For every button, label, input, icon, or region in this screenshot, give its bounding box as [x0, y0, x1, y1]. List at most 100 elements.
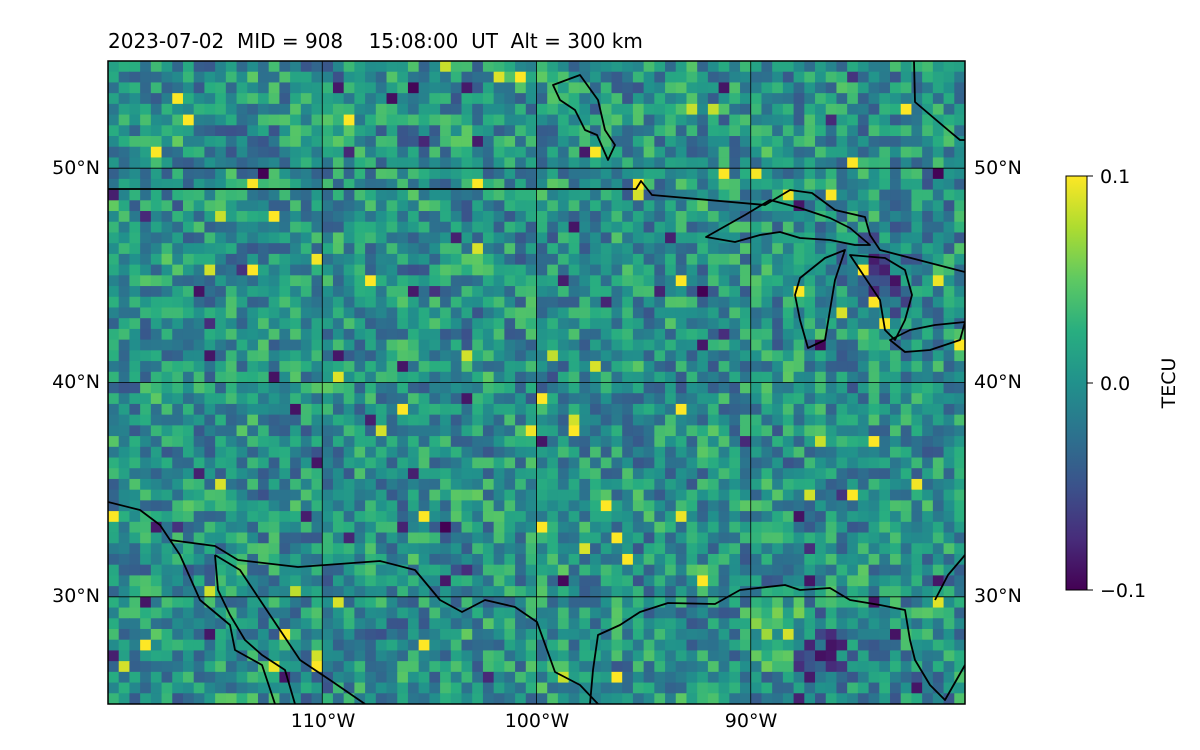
- heatmap-cell: [343, 189, 355, 201]
- heatmap-cell: [729, 564, 741, 576]
- heatmap-cell: [515, 211, 527, 223]
- heatmap-cell: [761, 307, 773, 319]
- heatmap-cell: [590, 661, 602, 673]
- heatmap-cell: [718, 114, 730, 126]
- heatmap-cell: [857, 189, 870, 201]
- heatmap-cell: [290, 661, 302, 673]
- heatmap-cell: [911, 189, 923, 201]
- heatmap-cell: [257, 328, 270, 341]
- heatmap-cell: [782, 200, 795, 212]
- heatmap-cell: [761, 361, 773, 373]
- heatmap-cell: [140, 500, 152, 512]
- heatmap-cell: [932, 618, 945, 630]
- heatmap-cell: [900, 500, 913, 512]
- heatmap-cell: [665, 71, 677, 84]
- heatmap-cell: [632, 71, 645, 84]
- heatmap-cell: [772, 103, 784, 116]
- heatmap-cell: [108, 146, 120, 159]
- heatmap-cell: [836, 521, 848, 534]
- heatmap-cell: [322, 318, 334, 330]
- heatmap-cell: [772, 339, 784, 351]
- heatmap-cell: [461, 575, 473, 587]
- heatmap-cell: [450, 71, 463, 84]
- heatmap-cell: [793, 543, 805, 555]
- heatmap-cell: [268, 532, 280, 544]
- heatmap-cell: [407, 307, 420, 319]
- heatmap-cell: [386, 425, 398, 437]
- heatmap-cell: [729, 71, 741, 84]
- heatmap-cell: [932, 521, 945, 534]
- heatmap-cell: [568, 436, 580, 448]
- heatmap-cell: [193, 650, 206, 662]
- heatmap-cell: [397, 500, 409, 512]
- heatmap-cell: [772, 61, 784, 73]
- heatmap-cell: [622, 103, 634, 116]
- heatmap-cell: [557, 339, 570, 351]
- heatmap-cell: [182, 468, 195, 480]
- heatmap-cell: [632, 543, 645, 555]
- heatmap-cell: [525, 489, 538, 501]
- heatmap-cell: [515, 425, 527, 437]
- heatmap-cell: [729, 382, 741, 394]
- heatmap-cell: [740, 71, 752, 84]
- heatmap-cell: [450, 618, 463, 630]
- heatmap-cell: [418, 661, 430, 673]
- heatmap-cell: [718, 243, 730, 255]
- heatmap-cell: [686, 468, 698, 480]
- heatmap-cell: [675, 693, 688, 704]
- heatmap-cell: [900, 628, 913, 641]
- heatmap-cell: [804, 671, 816, 684]
- heatmap-cell: [461, 61, 473, 73]
- heatmap-cell: [247, 682, 259, 694]
- heatmap-cell: [322, 264, 334, 276]
- heatmap-cell: [579, 371, 591, 384]
- heatmap-cell: [847, 403, 859, 416]
- heatmap-cell: [718, 489, 730, 501]
- heatmap-cell: [311, 586, 323, 598]
- heatmap-cell: [740, 468, 752, 480]
- heatmap-cell: [729, 296, 741, 309]
- heatmap-cell: [268, 371, 280, 384]
- heatmap-cell: [836, 371, 848, 384]
- heatmap-cell: [868, 361, 880, 373]
- heatmap-cell: [182, 146, 195, 159]
- heatmap-cell: [118, 521, 131, 534]
- heatmap-cell: [397, 178, 409, 191]
- heatmap-cell: [343, 93, 355, 105]
- heatmap-cell: [675, 511, 688, 523]
- heatmap-cell: [215, 596, 227, 609]
- heatmap-cell: [547, 253, 559, 266]
- heatmap-cell: [600, 693, 613, 704]
- heatmap-cell: [836, 243, 848, 255]
- heatmap-cell: [161, 650, 173, 662]
- heatmap-cell: [322, 93, 334, 105]
- heatmap-cell: [836, 457, 848, 469]
- heatmap-cell: [697, 93, 709, 105]
- heatmap-cell: [740, 628, 752, 641]
- heatmap-cell: [622, 393, 634, 405]
- heatmap-cell: [440, 168, 452, 180]
- heatmap-cell: [118, 446, 131, 459]
- heatmap-cell: [825, 457, 838, 469]
- heatmap-cell: [225, 328, 238, 341]
- heatmap-cell: [568, 211, 580, 223]
- heatmap-cell: [215, 661, 227, 673]
- heatmap-cell: [772, 693, 784, 704]
- heatmap-cell: [461, 543, 473, 555]
- heatmap-cell: [922, 553, 934, 566]
- heatmap-cell: [890, 371, 902, 384]
- heatmap-cell: [536, 371, 548, 384]
- heatmap-cell: [868, 553, 880, 566]
- heatmap-cell: [129, 232, 141, 244]
- heatmap-cell: [879, 189, 891, 201]
- heatmap-cell: [450, 318, 463, 330]
- heatmap-cell: [782, 639, 795, 652]
- heatmap-cell: [279, 382, 291, 394]
- heatmap-cell: [129, 425, 141, 437]
- heatmap-cell: [172, 221, 184, 234]
- heatmap-cell: [611, 661, 623, 673]
- heatmap-cell: [472, 307, 484, 319]
- heatmap-cell: [922, 371, 934, 384]
- heatmap-cell: [815, 371, 827, 384]
- heatmap-cell: [707, 361, 720, 373]
